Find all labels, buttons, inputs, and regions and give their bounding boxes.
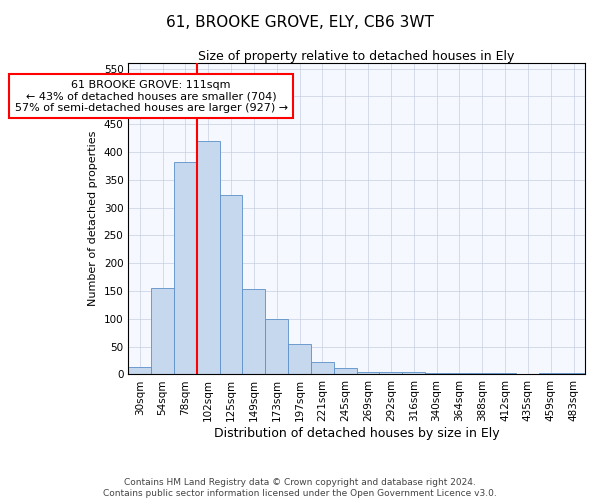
Bar <box>356 372 379 374</box>
Bar <box>197 141 220 374</box>
Text: 61 BROOKE GROVE: 111sqm
← 43% of detached houses are smaller (704)
57% of semi-d: 61 BROOKE GROVE: 111sqm ← 43% of detache… <box>14 80 288 113</box>
Y-axis label: Number of detached properties: Number of detached properties <box>88 131 98 306</box>
Bar <box>311 362 334 374</box>
Bar <box>379 372 403 374</box>
Bar <box>151 288 174 374</box>
Bar <box>425 373 448 374</box>
Bar <box>288 344 311 374</box>
Bar <box>448 373 471 374</box>
Title: Size of property relative to detached houses in Ely: Size of property relative to detached ho… <box>199 50 515 63</box>
Bar <box>403 372 425 374</box>
Bar <box>265 319 288 374</box>
Bar <box>242 290 265 374</box>
Bar <box>128 366 151 374</box>
Bar <box>174 162 197 374</box>
Text: Contains HM Land Registry data © Crown copyright and database right 2024.
Contai: Contains HM Land Registry data © Crown c… <box>103 478 497 498</box>
X-axis label: Distribution of detached houses by size in Ely: Distribution of detached houses by size … <box>214 427 499 440</box>
Bar <box>220 196 242 374</box>
Bar <box>334 368 356 374</box>
Text: 61, BROOKE GROVE, ELY, CB6 3WT: 61, BROOKE GROVE, ELY, CB6 3WT <box>166 15 434 30</box>
